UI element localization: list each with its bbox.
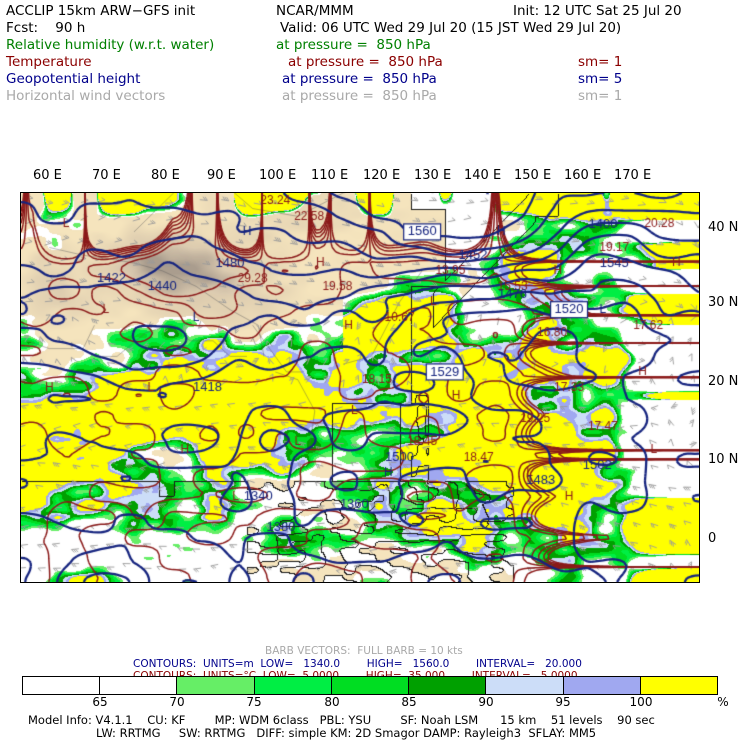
colorbar-swatch-2 [177,677,255,694]
colorbar-tick-label: 80 [324,695,340,709]
field-sm-temperature: sm= 1 [578,54,623,70]
lat-tick-label: 20 N [708,374,739,389]
latitude-axis: 40 N 30 N 20 N 10 N 0 [700,192,740,584]
colorbar-swatch-6 [486,677,564,694]
colorbar-tick-label: 95 [555,695,571,709]
legend-barb-vectors: BARB VECTORS: FULL BARB = 10 kts [265,645,463,657]
lon-tick-label: 80 E [151,168,180,183]
colorbar-swatch-3 [254,677,332,694]
header-block: ACCLIP 15km ARW−GFS init NCAR/MMM Init: … [0,0,740,110]
colorbar-tick-label: 75 [246,695,262,709]
model-info-line-2: LW: RRTMG SW: RRTMG DIFF: simple KM: 2D … [96,726,597,740]
colorbar-tick-label: 70 [169,695,185,709]
lon-tick-label: 120 E [363,168,401,183]
colorbar-swatch-5 [409,677,487,694]
weather-map-canvas[interactable] [21,193,699,582]
colorbar-tick-label: 85 [401,695,417,709]
relative-humidity-colorbar[interactable] [22,676,718,695]
colorbar-tick-label: 100 [629,695,653,709]
legend-contours-height: CONTOURS: UNITS=m LOW= 1340.0 HIGH= 1560… [133,658,582,670]
lon-tick-label: 90 E [207,168,236,183]
field-pressure-wind-vectors: at pressure = 850 hPa [282,88,437,104]
lon-tick-label: 140 E [464,168,502,183]
colorbar-tick-labels: 65 70 75 80 85 90 95 100 % [0,695,740,711]
lat-tick-label: 10 N [708,452,739,467]
lon-tick-label: 70 E [92,168,121,183]
colorbar-swatch-4 [331,677,410,694]
header-valid-time: Valid: 06 UTC Wed 29 Jul 20 (15 JST Wed … [280,20,622,36]
lat-tick-label: 0 [708,531,717,546]
field-pressure-relative-humidity: at pressure = 850 hPa [276,37,431,53]
field-name-relative-humidity: Relative humidity (w.r.t. water) [6,37,215,53]
colorbar-tick-label: 90 [478,695,494,709]
header-init-time: Init: 12 UTC Sat 25 Jul 20 [513,3,682,19]
colorbar-swatch-7 [563,677,641,694]
field-sm-geopotential-height: sm= 5 [578,71,623,87]
longitude-axis: 60 E 70 E 80 E 90 E 100 E 110 E 120 E 13… [0,168,740,190]
lon-tick-label: 170 E [614,168,652,183]
header-forecast-hour: Fcst: 90 h [6,20,86,36]
field-pressure-temperature: at pressure = 850 hPa [288,54,443,70]
weather-map-panel[interactable] [20,192,700,583]
lon-tick-label: 160 E [564,168,602,183]
colorbar-swatch-0 [23,677,101,694]
colorbar-tick-label: % [717,695,729,709]
colorbar-swatch-1 [100,677,178,694]
lon-tick-label: 100 E [259,168,297,183]
lon-tick-label: 110 E [311,168,349,183]
field-pressure-geopotential-height: at pressure = 850 hPa [282,71,437,87]
lon-tick-label: 130 E [414,168,452,183]
model-info-line-1: Model Info: V4.1.1 CU: KF MP: WDM 6class… [28,713,655,727]
lon-tick-label: 60 E [33,168,62,183]
field-name-geopotential-height: Geopotential height [6,71,141,87]
colorbar-tick-label: 65 [92,695,108,709]
header-center-agency: NCAR/MMM [276,3,354,19]
lat-tick-label: 40 N [708,220,739,235]
lat-tick-label: 30 N [708,295,739,310]
field-name-wind-vectors: Horizontal wind vectors [6,88,166,104]
field-name-temperature: Temperature [6,54,92,70]
field-sm-wind-vectors: sm= 1 [578,88,623,104]
colorbar-swatch-8 [640,677,717,694]
header-model-title: ACCLIP 15km ARW−GFS init [6,3,196,19]
lon-tick-label: 150 E [514,168,552,183]
